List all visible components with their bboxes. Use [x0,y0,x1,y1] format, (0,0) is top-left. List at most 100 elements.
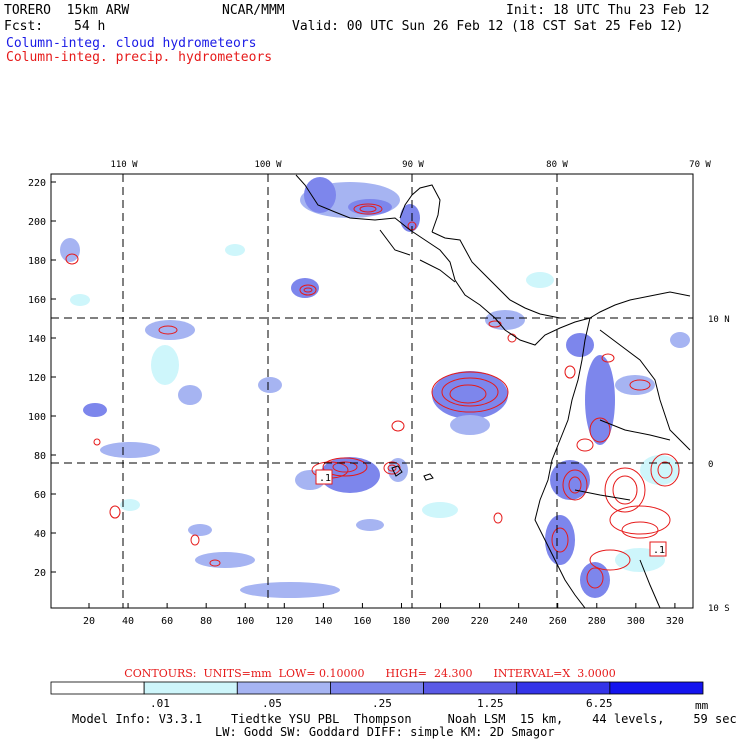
cloud-patch [178,385,202,405]
latlon-grid [51,174,693,608]
grid-x-label: 260 [549,616,567,627]
grid-y-label: 140 [28,334,46,345]
border-inland [379,229,411,256]
precip-contour [621,521,659,539]
precip-contour [332,461,358,473]
longitude-labels: 110 W 100 W 90 W 80 W 70 W [110,160,711,170]
model-name: TORERO 15km ARW [4,3,130,18]
forecast-hour: 54 h [74,19,106,34]
precip-contour [303,287,313,293]
lon-label: 110 W [110,160,138,170]
precip-contour [589,417,611,443]
precip-contour [158,325,178,335]
cloud-patch [120,499,140,511]
precip-contour [359,205,377,213]
grid-x-label: 280 [588,616,606,627]
colorbar-swatch [50,681,145,695]
precip-contours [65,203,680,589]
cloud-patch [100,442,160,458]
precip-contour [93,438,101,446]
island-outline [391,465,403,477]
grid-x-label: 120 [275,616,293,627]
precip-contour [604,467,646,513]
grid-y-labels: 220 200 180 160 140 120 100 80 60 40 20 [28,178,46,579]
grid-x-label: 160 [353,616,371,627]
precip-contour [562,469,588,501]
precip-contour [383,461,401,475]
coastline-central-america [295,174,591,346]
plot-frame [50,173,694,609]
precip-contour [353,203,383,215]
precip-contour [609,505,671,535]
precip-contour [209,559,221,567]
grid-x-label: 180 [392,616,410,627]
precip-contour [299,284,317,296]
precip-contour [612,475,638,505]
coastline-south-america-west [534,317,591,608]
precip-contour [586,567,604,589]
valid-time: Valid: 00 UTC Sun 26 Feb 12 (18 CST Sat … [292,19,684,34]
precip-contour [493,512,503,524]
precip-contour [387,464,397,472]
lat-label: 0 [708,460,713,470]
cloud-patch [545,515,575,565]
colorbar-label: 1.25 [477,697,504,710]
precip-contour [650,453,680,487]
grid-x-label: 320 [666,616,684,627]
cloud-patch [422,502,458,518]
coastline-south-america-north [589,291,691,319]
border-inland [639,559,661,608]
grid-y-label: 180 [28,256,46,267]
cloud-patch [615,375,655,395]
precip-contour [564,365,576,379]
border-inland [599,419,671,441]
low-marker-label: .1 [319,473,331,484]
cloud-patch [240,582,340,598]
cloud-patch [145,320,195,340]
grid-x-labels: 20 40 60 80 100 120 140 160 180 200 220 240 260 280 30… [83,616,684,627]
lon-label: 80 W [546,160,568,170]
cloud-patch [258,377,282,393]
lon-label: 90 W [402,160,424,170]
grid-y-ticks [51,181,56,573]
field-cloud-title: Column-integ. cloud hydrometeors [6,36,257,51]
cloud-patch [83,403,107,417]
cloud-patch [432,371,508,419]
grid-y-label: 200 [28,217,46,228]
colorbar-swatch [143,681,238,695]
lat-label: 10 S [708,604,730,614]
grid-x-label: 240 [510,616,528,627]
contours-info: CONTOURS: UNITS=mm LOW= 0.10000 HIGH= 24… [124,667,616,680]
forecast-label: Fcst: [4,19,44,34]
cloud-patch [640,455,680,485]
grid-x-label: 140 [314,616,332,627]
cloud-patch [585,355,615,445]
grid-x-label: 40 [122,616,134,627]
coastlines [295,174,691,608]
cloud-patch [188,524,212,536]
colorbar-unit: mm [695,699,709,712]
cloud-patch [225,244,245,256]
colorbar-swatch [516,681,611,695]
coastline-caribbean [431,231,561,319]
precip-contour [507,333,517,343]
precip-contour [629,379,651,391]
island-outline [423,473,434,481]
grid-y-label: 120 [28,373,46,384]
cloud-patch [580,562,610,598]
colorbar-label: 6.25 [586,697,613,710]
grid-x-label: 20 [83,616,95,627]
colorbar-swatch [330,681,424,695]
grid-x-label: 80 [200,616,212,627]
latitude-labels: 10 N 0 10 S [708,315,730,614]
low-marker-box [315,469,333,485]
precip-contour [441,377,499,407]
colorbar-label: .05 [262,697,282,710]
cloud-patch [450,415,490,435]
border-inland [419,259,456,283]
grid-y-label: 160 [28,295,46,306]
cloud-patch [388,458,408,482]
precip-contour [568,476,582,494]
cloud-patch [151,345,179,385]
grid-y-label: 60 [34,490,46,501]
